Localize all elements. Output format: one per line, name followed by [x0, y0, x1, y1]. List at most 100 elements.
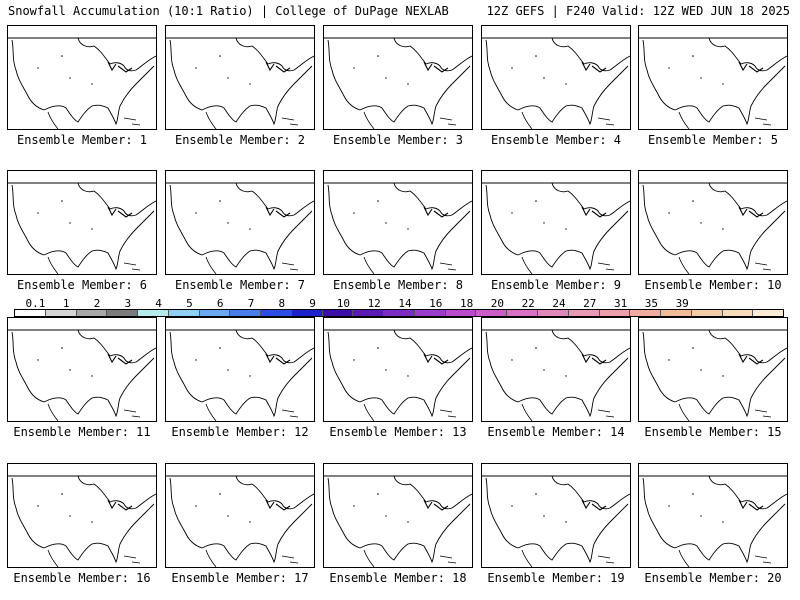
colorbar-swatch	[138, 310, 169, 316]
ensemble-map	[481, 25, 631, 130]
ensemble-map	[481, 170, 631, 275]
ensemble-panel: Ensemble Member: 1	[7, 25, 157, 147]
colorbar-swatch	[230, 310, 262, 316]
ensemble-panel: Ensemble Member: 3	[323, 25, 473, 147]
header-run-info: 12Z GEFS | F240 Valid: 12Z WED JUN 18 20…	[486, 4, 790, 18]
ensemble-panel: Ensemble Member: 5	[638, 25, 788, 147]
ensemble-panel: Ensemble Member: 15	[638, 317, 788, 439]
colorbar-swatch	[507, 310, 539, 316]
ensemble-panel: Ensemble Member: 9	[481, 170, 631, 292]
ensemble-panel: Ensemble Member: 10	[638, 170, 788, 292]
ensemble-panel: Ensemble Member: 2	[165, 25, 315, 147]
colorbar-label: 27	[583, 297, 597, 310]
ensemble-member-caption: Ensemble Member: 18	[329, 571, 467, 585]
colorbar-label: 9	[309, 297, 316, 310]
ensemble-member-caption: Ensemble Member: 13	[329, 425, 467, 439]
colorbar-label: 18	[459, 297, 474, 310]
colorbar-label: 35	[644, 297, 659, 310]
colorbar-label: 2	[93, 297, 101, 310]
colorbar-swatch	[538, 310, 569, 316]
colorbar-swatch	[168, 310, 200, 316]
ensemble-member-caption: Ensemble Member: 4	[490, 133, 622, 147]
ensemble-member-caption: Ensemble Member: 3	[332, 133, 464, 147]
colorbar-swatch	[568, 310, 600, 316]
ensemble-panel: Ensemble Member: 4	[481, 25, 631, 147]
ensemble-member-caption: Ensemble Member: 20	[644, 571, 782, 585]
colorbar-swatch	[722, 310, 754, 316]
colorbar-swatch	[261, 310, 292, 316]
ensemble-map	[323, 463, 473, 568]
ensemble-member-caption: Ensemble Member: 17	[171, 571, 309, 585]
ensemble-map	[7, 25, 157, 130]
colorbar-label: 8	[278, 297, 286, 310]
colorbar-swatch	[599, 310, 631, 316]
ensemble-panel: Ensemble Member: 18	[323, 463, 473, 585]
ensemble-panel: Ensemble Member: 6	[7, 170, 157, 292]
colorbar-label: 31	[613, 297, 628, 310]
ensemble-member-caption: Ensemble Member: 9	[490, 278, 622, 292]
ensemble-member-caption: Ensemble Member: 1	[16, 133, 148, 147]
header-title: Snowfall Accumulation (10:1 Ratio) | Col…	[8, 4, 449, 18]
ensemble-map	[481, 317, 631, 422]
ensemble-map	[7, 170, 157, 275]
colorbar-swatch	[384, 310, 415, 316]
colorbar-label: 7	[247, 297, 255, 310]
colorbar-swatch	[353, 310, 385, 316]
ensemble-map	[323, 170, 473, 275]
colorbar-swatch	[630, 310, 662, 316]
ensemble-panel: Ensemble Member: 14	[481, 317, 631, 439]
colorbar-swatch	[199, 310, 231, 316]
ensemble-panel: Ensemble Member: 12	[165, 317, 315, 439]
ensemble-member-caption: Ensemble Member: 2	[174, 133, 306, 147]
ensemble-member-caption: Ensemble Member: 19	[487, 571, 625, 585]
colorbar-label: 1	[62, 297, 70, 310]
colorbar-swatch	[15, 310, 46, 316]
colorbar-swatch	[753, 310, 784, 316]
ensemble-panel: Ensemble Member: 13	[323, 317, 473, 439]
ensemble-map	[165, 25, 315, 130]
colorbar-label: 14	[398, 297, 412, 310]
colorbar-label: 5	[186, 297, 193, 310]
ensemble-panel: Ensemble Member: 17	[165, 463, 315, 585]
ensemble-member-caption: Ensemble Member: 8	[332, 278, 464, 292]
colorbar-label: 4	[155, 297, 162, 310]
colorbar-swatch	[414, 310, 446, 316]
colorbar-swatch	[291, 310, 323, 316]
colorbar-label: 22	[521, 297, 535, 310]
ensemble-map	[165, 463, 315, 568]
colorbar-label: 16	[429, 297, 443, 310]
ensemble-map	[323, 25, 473, 130]
colorbar-swatch	[661, 310, 692, 316]
ensemble-map	[638, 317, 788, 422]
colorbar-swatch	[691, 310, 723, 316]
colorbar-swatch	[107, 310, 139, 316]
ensemble-member-caption: Ensemble Member: 6	[16, 278, 148, 292]
ensemble-member-caption: Ensemble Member: 7	[174, 278, 306, 292]
ensemble-member-caption: Ensemble Member: 12	[171, 425, 309, 439]
colorbar-swatch	[445, 310, 477, 316]
ensemble-panel: Ensemble Member: 19	[481, 463, 631, 585]
colorbar-swatch	[76, 310, 108, 316]
colorbar-label: 39	[675, 297, 689, 310]
ensemble-panel: Ensemble Member: 8	[323, 170, 473, 292]
ensemble-member-caption: Ensemble Member: 14	[487, 425, 625, 439]
ensemble-map	[165, 317, 315, 422]
ensemble-member-caption: Ensemble Member: 15	[644, 425, 782, 439]
colorbar-swatch	[476, 310, 508, 316]
ensemble-map	[638, 170, 788, 275]
colorbar-label: 24	[552, 297, 566, 310]
ensemble-map	[165, 170, 315, 275]
colorbar-swatch	[45, 310, 77, 316]
ensemble-map	[481, 463, 631, 568]
ensemble-map	[323, 317, 473, 422]
ensemble-panel: Ensemble Member: 16	[7, 463, 157, 585]
ensemble-map	[7, 463, 157, 568]
ensemble-map	[7, 317, 157, 422]
colorbar-swatch	[322, 310, 354, 316]
ensemble-panel: Ensemble Member: 11	[7, 317, 157, 439]
ensemble-member-caption: Ensemble Member: 11	[13, 425, 151, 439]
ensemble-map	[638, 463, 788, 568]
colorbar-label: 12	[367, 297, 381, 310]
colorbar-label: 20	[490, 297, 505, 310]
ensemble-member-caption: Ensemble Member: 5	[647, 133, 779, 147]
